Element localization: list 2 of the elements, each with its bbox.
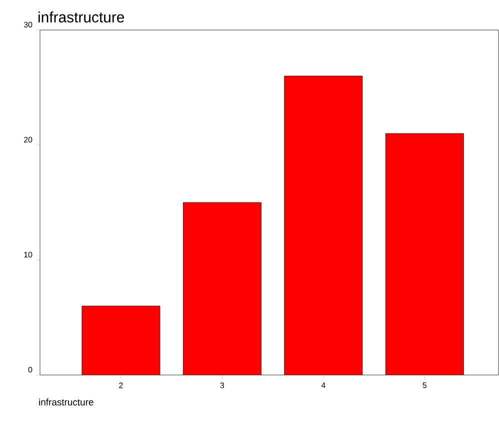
chart-title: infrastructure bbox=[38, 12, 124, 22]
x-axis-title: infrastructure bbox=[39, 398, 94, 406]
